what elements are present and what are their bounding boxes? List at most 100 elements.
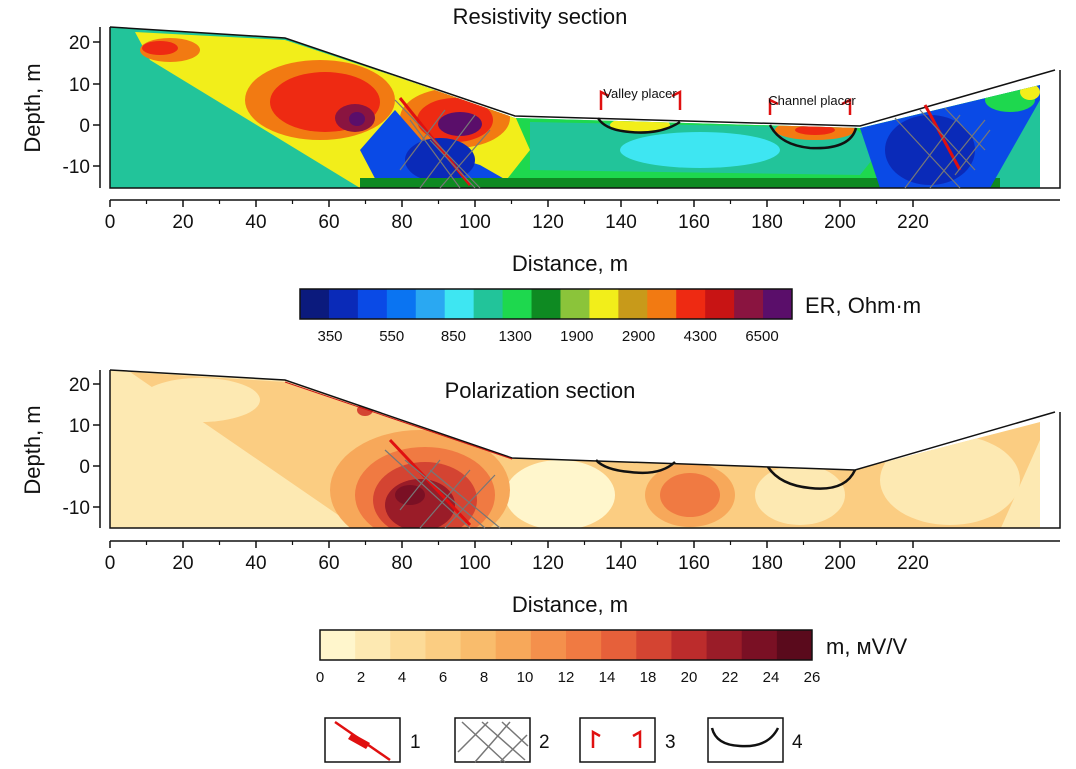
pol-colorbar-swatch — [355, 630, 391, 660]
pol-colorbar-tick: 8 — [480, 669, 488, 686]
pol-xtick-label: 120 — [532, 553, 564, 574]
res-ytick: 0 — [79, 116, 90, 137]
crosshatch-zone-pol — [384, 449, 501, 529]
resistivity-ylabel: Depth, m — [20, 63, 45, 152]
res-colorbar-tick: 350 — [317, 328, 342, 345]
pol-colorbar-tick: 20 — [681, 669, 698, 686]
pol-colorbar-swatch — [495, 630, 532, 660]
res-colorbar-swatch — [589, 289, 619, 319]
crosshatch-zone-left — [394, 99, 491, 189]
pol-colorbar-swatch — [390, 630, 426, 660]
valley-placer-label: Valley placer — [603, 86, 677, 101]
res-colorbar-tick: 1300 — [498, 328, 531, 345]
pol-xtick-label: 100 — [459, 553, 491, 574]
pol-colorbar-swatch — [566, 630, 602, 660]
res-colorbar-swatch — [473, 289, 504, 319]
res-colorbar-tick: 6500 — [745, 328, 778, 345]
res-colorbar-swatch — [357, 289, 388, 319]
res-colorbar-swatch — [328, 289, 359, 319]
pol-colorbar-swatch — [776, 630, 813, 660]
resistivity-colorbar: 350 550 850 1300 1900 2900 4300 6500 ER, Ohm·m — [299, 288, 921, 345]
res-ytick: -10 — [63, 157, 90, 178]
res-colorbar-swatch — [415, 289, 446, 319]
pol-xtick-label: 20 — [172, 553, 193, 574]
pol-colorbar-tick: 4 — [398, 669, 406, 686]
res-xtick-label: 180 — [751, 212, 783, 233]
res-xtick-label: 100 — [459, 212, 491, 233]
legend-number: 4 — [792, 732, 803, 753]
res-colorbar-tick: 1900 — [560, 328, 593, 345]
crosshatch-zone-right — [894, 107, 991, 189]
legend-number: 3 — [665, 732, 676, 753]
resistivity-map — [110, 27, 1040, 188]
channel-placer-bracket — [768, 97, 852, 115]
resistivity-section: Resistivity section — [20, 4, 1061, 345]
pol-colorbar-swatch — [460, 630, 497, 660]
pol-colorbar-swatch — [320, 630, 356, 660]
pol-colorbar-tick: 2 — [357, 669, 365, 686]
pol-colorbar-swatch — [636, 630, 672, 660]
legend-number: 2 — [539, 732, 550, 753]
valley-placer-contour-pol — [595, 459, 676, 475]
pol-colorbar-swatch — [671, 630, 708, 660]
legend-item-1: 1 — [324, 717, 421, 763]
pol-colorbar-tick: 14 — [599, 669, 616, 686]
polarization-title: Polarization section — [445, 378, 636, 403]
polarization-topography-line — [109, 369, 1056, 471]
legend-item-3: 3 — [579, 717, 676, 763]
polarization-y-axis: 20 10 0 -10 — [63, 370, 101, 528]
channel-placer-contour — [768, 124, 858, 150]
resistivity-xlabel: Distance, m — [512, 251, 628, 276]
crosshatch-zone-icon — [457, 721, 529, 763]
legend-item-4: 4 — [707, 717, 803, 763]
polarization-ylabel: Depth, m — [20, 405, 45, 494]
res-xtick-label: 20 — [172, 212, 193, 233]
res-colorbar-swatch — [676, 289, 706, 319]
placer-bracket-icon — [591, 729, 642, 748]
pol-xtick-label: 180 — [751, 553, 783, 574]
res-colorbar-swatch — [386, 289, 417, 319]
pol-ytick: 0 — [79, 457, 90, 478]
res-colorbar-swatch — [444, 289, 475, 319]
placer-contour-icon — [710, 727, 780, 748]
res-xtick-label: 120 — [532, 212, 564, 233]
fault-line-pol — [388, 438, 472, 527]
valley-placer-contour — [596, 117, 681, 134]
pol-colorbar-swatch — [706, 630, 743, 660]
pol-colorbar-tick: 0 — [316, 669, 324, 686]
pol-colorbar-swatch — [425, 630, 462, 660]
res-ytick: 10 — [69, 75, 90, 96]
res-colorbar-swatch — [300, 289, 330, 319]
res-colorbar-swatch — [502, 289, 533, 319]
pol-xtick-label: 60 — [318, 553, 339, 574]
polarization-section: Polarization section — [20, 369, 1061, 686]
resistivity-y-axis: 20 10 0 -10 — [63, 27, 101, 188]
pol-colorbar-tick: 26 — [804, 669, 821, 686]
res-colorbar-tick: 550 — [379, 328, 404, 345]
channel-placer-label: Channel placer — [768, 93, 856, 108]
res-xtick-label: 140 — [605, 212, 637, 233]
res-xtick-label: 220 — [897, 212, 929, 233]
res-colorbar-swatch — [647, 289, 677, 319]
res-xtick-label: 160 — [678, 212, 710, 233]
res-colorbar-swatch — [763, 289, 793, 319]
pol-colorbar-tick: 10 — [517, 669, 534, 686]
res-xtick-label: 40 — [245, 212, 266, 233]
res-colorbar-tick: 2900 — [622, 328, 655, 345]
pol-colorbar-swatch — [530, 630, 567, 660]
pol-xtick-label: 0 — [105, 553, 116, 574]
pol-ytick: 20 — [69, 375, 90, 396]
pol-xtick-label: 40 — [245, 553, 266, 574]
res-xtick-label: 200 — [824, 212, 856, 233]
pol-xtick-label: 140 — [605, 553, 637, 574]
polarization-colorbar: 0 2 4 6 8 10 12 14 18 20 22 24 26 m, мV/V — [316, 629, 907, 686]
resistivity-title: Resistivity section — [453, 4, 628, 29]
pol-colorbar-tick: 22 — [722, 669, 739, 686]
valley-placer-bracket — [599, 89, 682, 110]
res-colorbar-swatch — [705, 289, 735, 319]
pol-colorbar-tick: 6 — [439, 669, 447, 686]
res-xtick-label: 0 — [105, 212, 116, 233]
pol-xtick-label: 80 — [391, 553, 412, 574]
polarization-frame — [109, 370, 1061, 529]
pol-colorbar-swatch — [741, 630, 778, 660]
